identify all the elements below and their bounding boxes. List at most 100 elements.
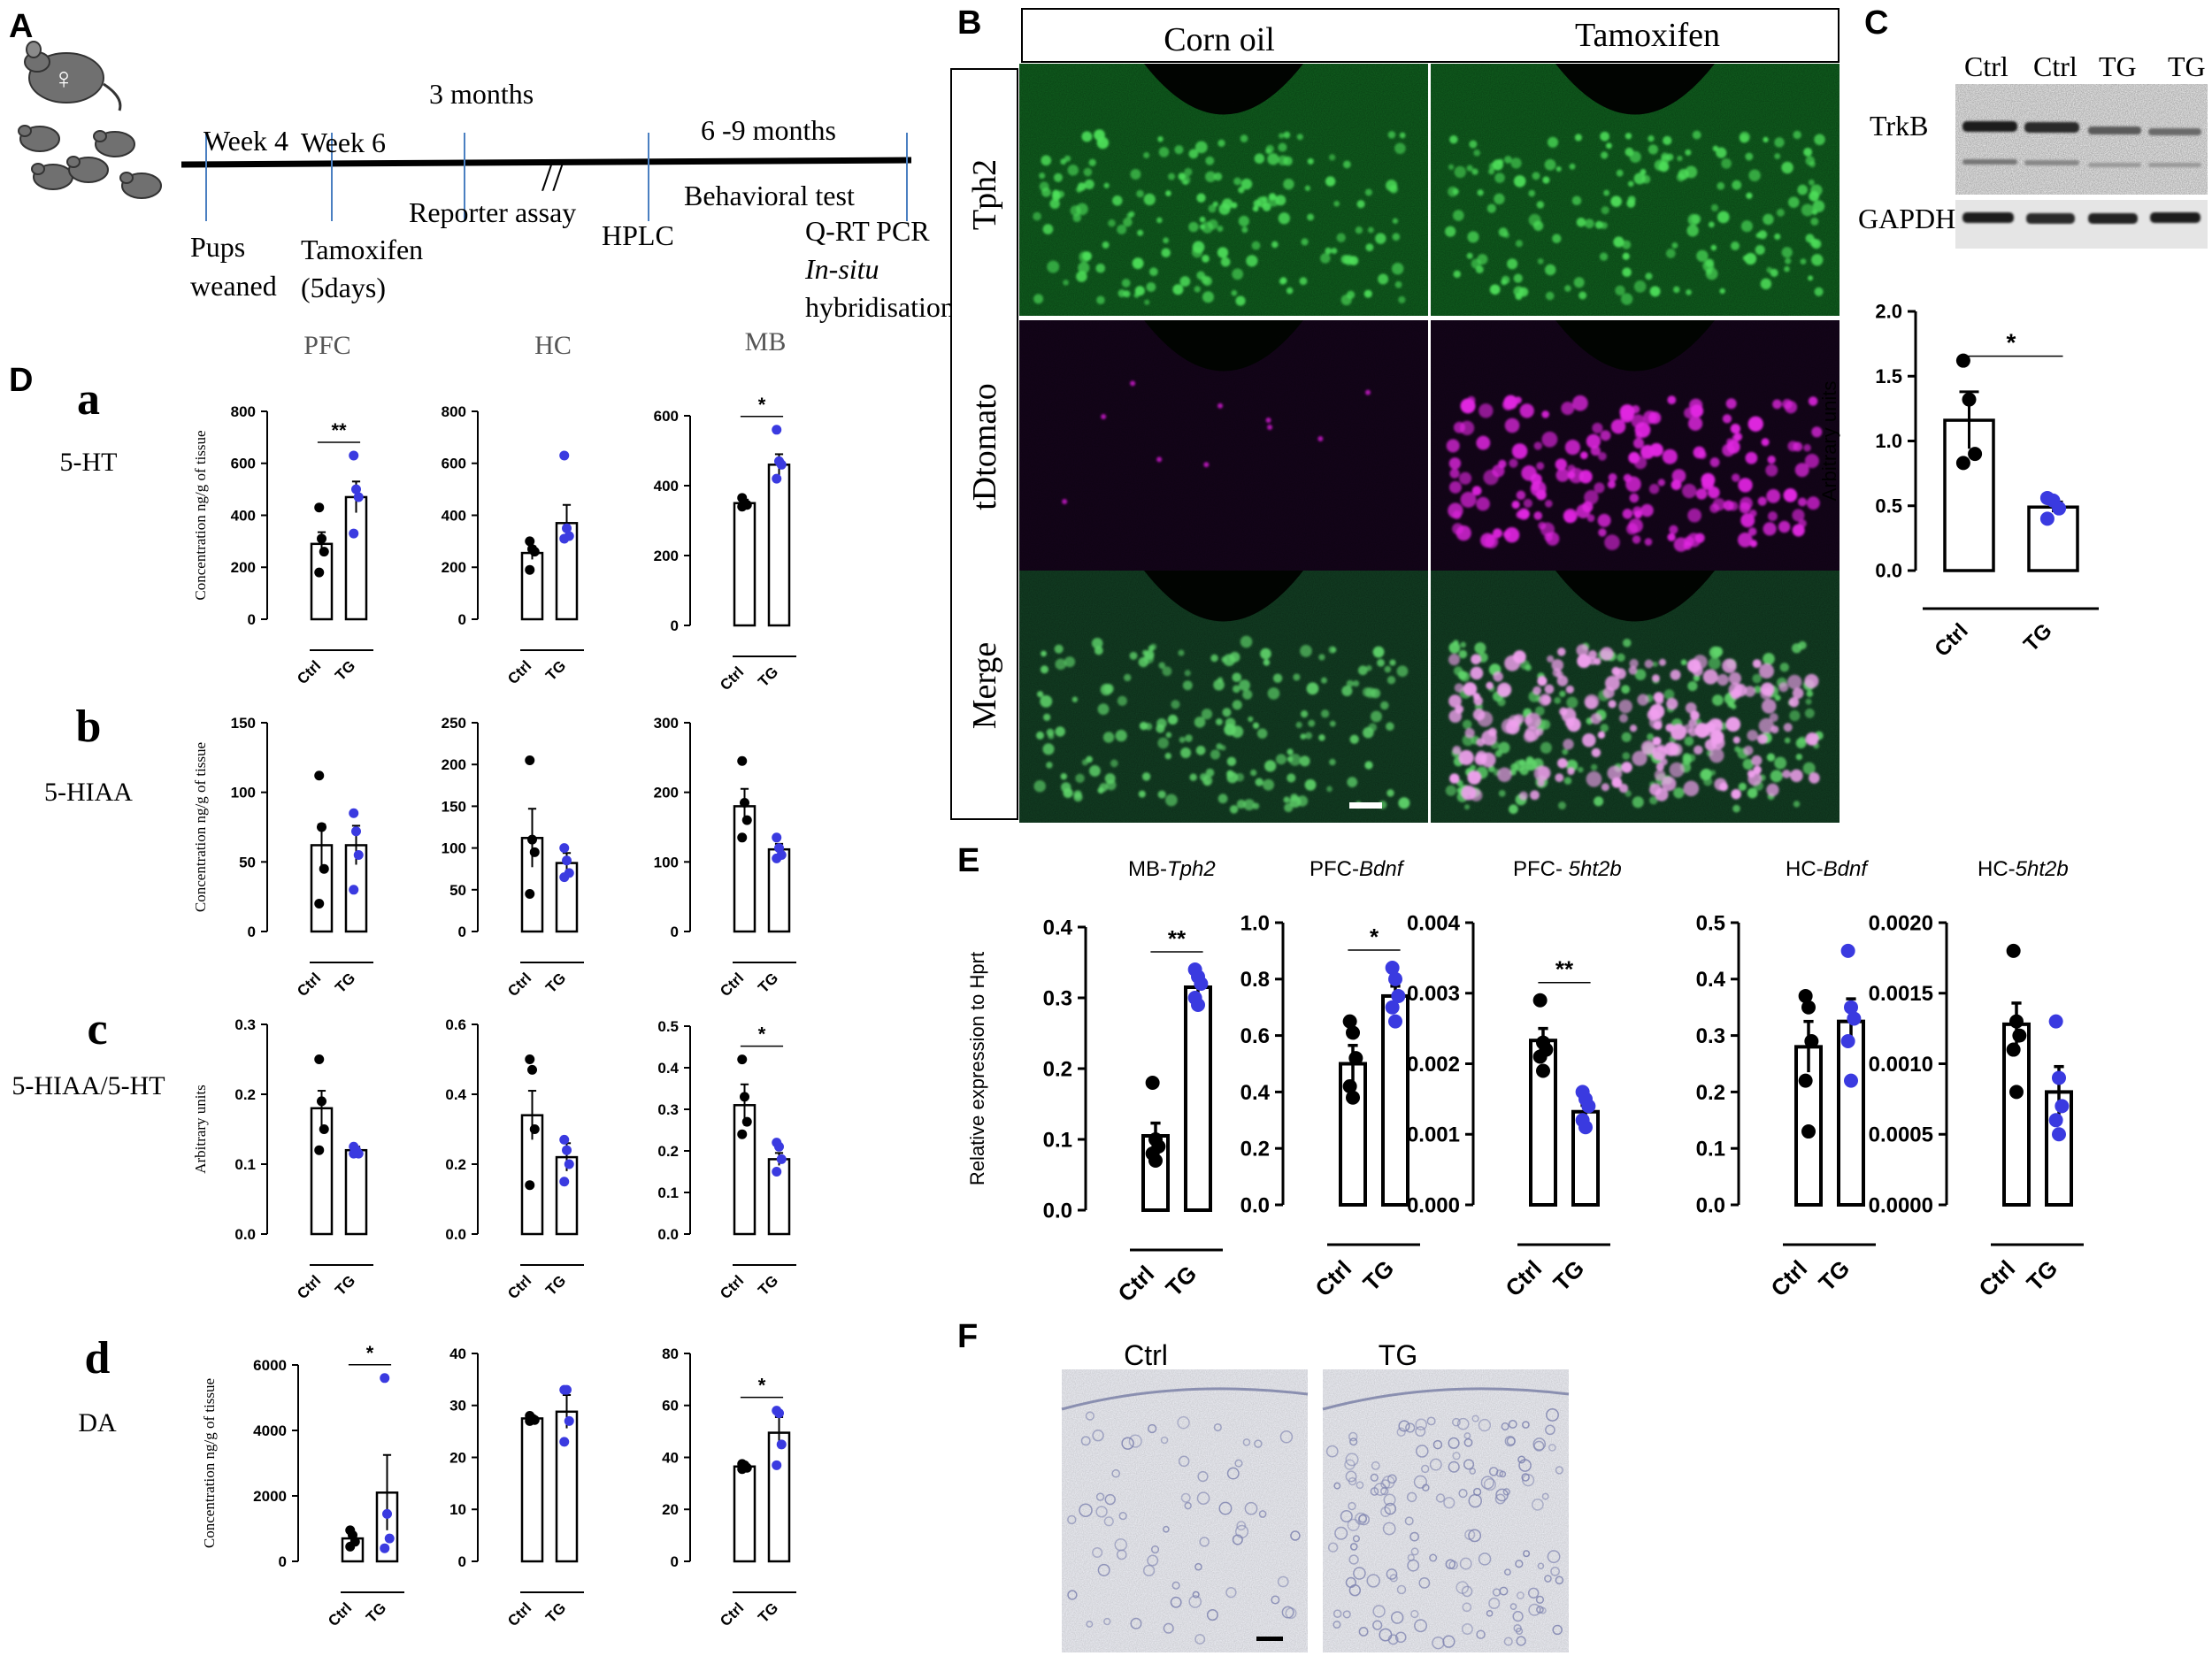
x-tick-label: TG bbox=[755, 1272, 781, 1299]
chart-E-HC-5ht2b: 0.0000 0.0005 0.0010 0.0015 0.0020 Ctrl TG bbox=[1869, 911, 2084, 1302]
y-tick-label: 0.5 bbox=[1696, 911, 1725, 935]
data-point-tg bbox=[1840, 943, 1855, 958]
data-point-ctrl bbox=[737, 755, 748, 766]
row-label-ratio: 5-HIAA/5-HT bbox=[12, 1071, 165, 1100]
data-point-tg bbox=[772, 1460, 782, 1470]
data-point-ctrl bbox=[737, 1129, 748, 1139]
y-tick-label: 0 bbox=[671, 617, 679, 634]
significance-marker: * bbox=[758, 394, 766, 416]
significance-marker: * bbox=[1370, 924, 1379, 950]
data-point-ctrl bbox=[737, 1464, 748, 1475]
y-tick-label: 0.4 bbox=[1696, 968, 1726, 992]
insitu-image-tg bbox=[1322, 1369, 1570, 1652]
y-tick-label: 0.1 bbox=[657, 1184, 679, 1201]
y-tick-label: 0.0 bbox=[1043, 1199, 1072, 1223]
row-tph2: Tph2 bbox=[966, 159, 1003, 230]
y-tick-label: 30 bbox=[449, 1398, 466, 1414]
data-point-ctrl bbox=[1801, 1000, 1816, 1015]
western-blot-panel: Ctrl Ctrl TG TG TrkB GAPDH bbox=[1858, 50, 2208, 249]
y-tick-label: 0.2 bbox=[234, 1086, 256, 1103]
data-point-ctrl bbox=[314, 1145, 325, 1155]
x-tick-label: TG bbox=[542, 1272, 569, 1299]
data-point-ctrl bbox=[1955, 456, 1970, 471]
x-tick-label: Ctrl bbox=[1112, 1261, 1159, 1307]
column-header-box bbox=[1021, 8, 1839, 63]
data-point-tg bbox=[772, 425, 782, 435]
bar-ctrl bbox=[520, 551, 544, 621]
panel-letter-a: A bbox=[9, 8, 33, 45]
y-tick-label: 400 bbox=[231, 507, 256, 524]
data-point-ctrl bbox=[1346, 1025, 1360, 1040]
col-corn-oil: Corn oil bbox=[1164, 21, 1275, 58]
data-point-ctrl bbox=[1342, 1014, 1357, 1029]
bar-tg bbox=[1837, 1019, 1865, 1208]
x-tick-label: TG bbox=[332, 970, 358, 996]
chart-D-b-HC: 0 50 100 150 200 250 Ctrl TG bbox=[442, 715, 584, 1000]
x-tick-label: TG bbox=[332, 1272, 358, 1299]
data-point-tg bbox=[776, 1154, 787, 1164]
data-point-ctrl bbox=[317, 1096, 326, 1107]
y-axis-label: Relative expression to Hprt bbox=[966, 952, 988, 1185]
bar-ctrl bbox=[733, 805, 757, 933]
x-tick-label: Ctrl bbox=[325, 1599, 355, 1629]
timeline-event-label: Tamoxifen bbox=[301, 234, 423, 265]
data-point-tg bbox=[1194, 977, 1209, 991]
y-tick-label: 0.2 bbox=[445, 1156, 466, 1173]
data-point-ctrl bbox=[2009, 1085, 2024, 1100]
x-tick-label: Ctrl bbox=[1765, 1255, 1812, 1302]
data-point-ctrl bbox=[314, 899, 325, 909]
data-point-tg bbox=[2052, 1127, 2066, 1142]
panel-letter-e: E bbox=[957, 842, 979, 879]
data-point-ctrl bbox=[1804, 1033, 1819, 1048]
row-merge: Merge bbox=[966, 642, 1003, 730]
data-point-tg bbox=[559, 1134, 570, 1145]
y-tick-label: 800 bbox=[442, 403, 466, 420]
y-tick-label: 200 bbox=[654, 785, 679, 801]
x-tick-label: TG bbox=[1813, 1255, 1855, 1297]
x-tick-label: Ctrl bbox=[504, 970, 534, 1000]
data-point-tg bbox=[776, 459, 787, 470]
bar-ctrl bbox=[733, 502, 757, 627]
x-tick-label: Ctrl bbox=[1973, 1255, 2020, 1302]
data-point-ctrl bbox=[1342, 1079, 1357, 1094]
data-point-tg bbox=[1581, 1099, 1596, 1114]
x-tick-label: Ctrl bbox=[717, 663, 747, 694]
y-tick-label: 20 bbox=[662, 1501, 679, 1518]
female-symbol: ♀ bbox=[52, 63, 75, 96]
data-point-tg bbox=[1385, 961, 1400, 976]
data-point-ctrl bbox=[319, 1124, 329, 1134]
y-tick-label: 2.0 bbox=[1875, 301, 1902, 323]
y-tick-label: 0.0010 bbox=[1869, 1053, 1933, 1077]
chart-D-d-HC: 0 10 20 30 40 Ctrl TG bbox=[449, 1346, 584, 1629]
y-tick-label: 0.0005 bbox=[1869, 1123, 1933, 1147]
data-point-ctrl bbox=[525, 755, 535, 765]
data-point-tg bbox=[1840, 1033, 1855, 1048]
y-tick-label: 10 bbox=[449, 1501, 466, 1518]
data-point-tg bbox=[1388, 971, 1402, 986]
data-point-ctrl bbox=[2012, 1028, 2027, 1043]
chart-D-a-PFC: 0 200 400 600 800 Ctrl TG ** Concentration ng/g … bbox=[192, 403, 373, 687]
data-point-ctrl bbox=[737, 832, 748, 843]
in-situ-panel: Ctrl TG bbox=[1061, 1339, 1570, 1652]
y-tick-label: 0.0 bbox=[445, 1226, 466, 1243]
micrograph-merge-tamoxifen bbox=[1431, 571, 1839, 823]
y-tick-label: 0.5 bbox=[657, 1018, 679, 1035]
timeline-event-label: (5days) bbox=[301, 272, 386, 303]
timeline-event-label: Q-RT PCR bbox=[805, 215, 930, 247]
data-point-tg bbox=[1847, 1011, 1862, 1026]
y-tick-label: 0.002 bbox=[1407, 1053, 1460, 1077]
y-tick-label: 600 bbox=[231, 456, 256, 472]
x-tick-label: Ctrl bbox=[504, 1599, 534, 1629]
panel-letter-c: C bbox=[1864, 4, 1888, 42]
data-point-ctrl bbox=[1348, 1051, 1363, 1066]
x-tick-label: Ctrl bbox=[717, 970, 747, 1000]
row-letter-a: a bbox=[77, 374, 100, 425]
data-point-ctrl bbox=[319, 863, 329, 874]
row-label-5hiaa: 5-HIAA bbox=[44, 778, 133, 807]
data-point-ctrl bbox=[2006, 1042, 2021, 1057]
y-tick-label: 0.4 bbox=[657, 1060, 679, 1077]
lane-1: Ctrl bbox=[1964, 50, 2008, 82]
y-tick-label: 0.0000 bbox=[1869, 1193, 1933, 1217]
lane-3: TG bbox=[2099, 50, 2137, 82]
